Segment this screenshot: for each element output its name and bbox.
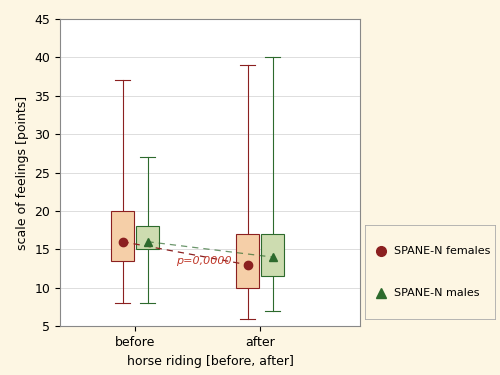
X-axis label: horse riding [before, after]: horse riding [before, after] [126, 354, 294, 368]
Text: SPANE-N females: SPANE-N females [394, 246, 490, 256]
Bar [136, 226, 159, 249]
Bar [236, 234, 258, 288]
Y-axis label: scale of feelings [points]: scale of feelings [points] [16, 96, 29, 250]
Bar [261, 234, 284, 276]
Bar [111, 211, 134, 261]
Text: p=0,0000: p=0,0000 [176, 256, 232, 266]
Text: SPANE-N males: SPANE-N males [394, 288, 479, 297]
